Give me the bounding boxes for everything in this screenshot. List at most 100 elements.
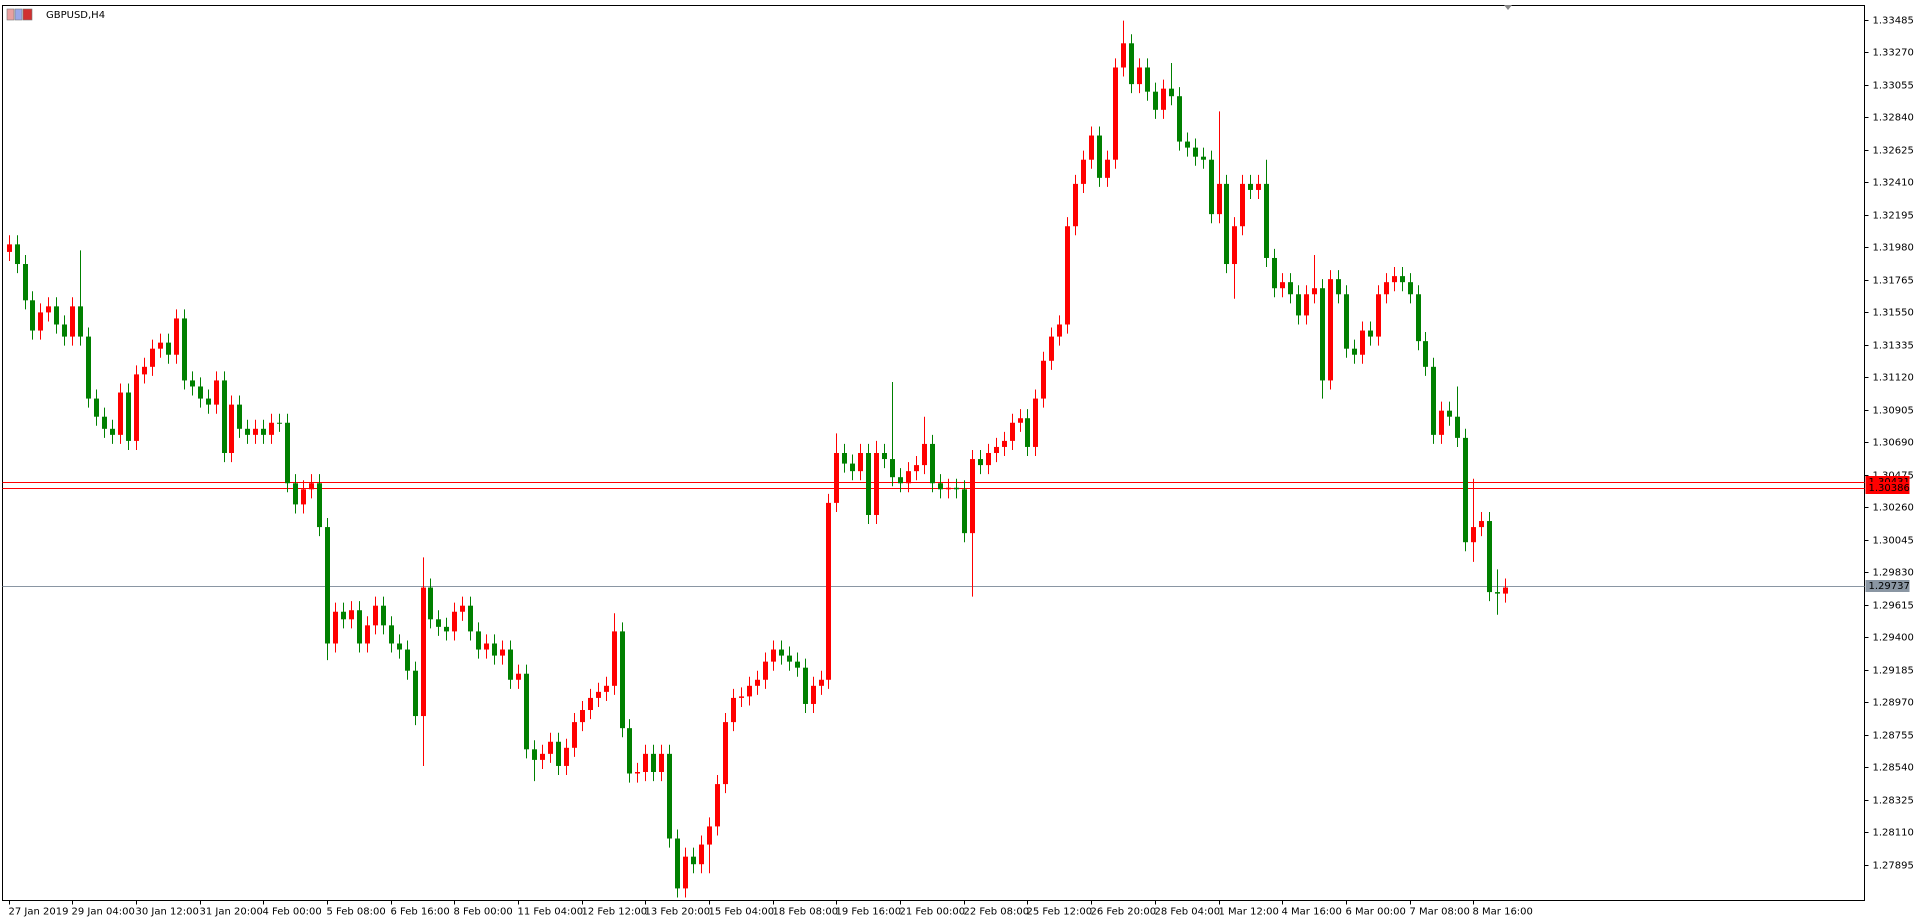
candle-body — [779, 649, 784, 656]
candle-body — [1248, 183, 1253, 190]
y-tick-label: 1.28325 — [1873, 796, 1914, 807]
candle-body — [795, 661, 800, 668]
x-tick-label: 27 Jan 2019 — [9, 907, 69, 918]
candle-body — [1177, 96, 1182, 142]
x-tick-label: 8 Mar 16:00 — [1473, 907, 1533, 918]
candle-body — [293, 483, 298, 505]
candle-body — [755, 679, 760, 686]
symbol-icon — [6, 8, 33, 21]
candle-body — [277, 422, 282, 424]
candle-body — [1185, 141, 1190, 148]
candle-body — [253, 428, 258, 435]
candle-body — [1073, 183, 1078, 227]
candle-body — [341, 611, 346, 620]
candle-body — [1049, 336, 1054, 361]
candle-body — [731, 697, 736, 723]
candle-body — [874, 453, 879, 515]
x-tick-label: 12 Feb 12:00 — [582, 907, 648, 918]
candle-body — [15, 244, 20, 265]
candle-body — [421, 587, 426, 717]
candle-body — [612, 631, 617, 686]
x-tick-label: 6 Mar 00:00 — [1346, 907, 1406, 918]
x-tick-label: 7 Mar 08:00 — [1410, 907, 1470, 918]
candle-body — [309, 483, 314, 490]
x-tick-label: 30 Jan 12:00 — [136, 907, 199, 918]
candle-body — [532, 749, 537, 760]
candle-body — [1368, 330, 1373, 337]
candle-body — [261, 428, 266, 435]
candle-body — [747, 685, 752, 697]
price-label: 1.29737 — [1869, 581, 1910, 592]
candle-body — [914, 465, 919, 472]
candle-body — [978, 459, 983, 466]
candle-body — [691, 856, 696, 865]
candle-body — [245, 428, 250, 435]
candle-body — [643, 753, 648, 772]
candle-body — [1025, 418, 1030, 447]
candle-body — [198, 386, 203, 399]
candle-body — [1145, 67, 1150, 92]
candle-body — [1336, 279, 1341, 295]
candle-body — [516, 673, 521, 680]
y-tick-label: 1.32625 — [1873, 146, 1914, 157]
candle-body — [1360, 330, 1365, 355]
candle-body — [1169, 88, 1174, 97]
candle-body — [365, 625, 370, 644]
x-tick-label: 19 Feb 16:00 — [836, 907, 902, 918]
candle-body — [190, 380, 195, 387]
candle-body — [357, 610, 362, 644]
candle-body — [1272, 257, 1277, 289]
candle-body — [540, 753, 545, 760]
y-tick-label: 1.32840 — [1873, 113, 1914, 124]
candle-body — [452, 611, 457, 632]
candle-body — [763, 661, 768, 680]
candle-body — [182, 318, 187, 381]
candle-body — [556, 741, 561, 766]
candle-body — [811, 685, 816, 704]
plot-frame — [2, 5, 1865, 901]
candle-body — [126, 392, 131, 441]
candle-body — [890, 459, 895, 478]
candle-body — [222, 380, 227, 453]
candle-body — [1240, 183, 1245, 227]
candle-body — [906, 471, 911, 484]
candle-body — [1384, 282, 1389, 295]
candle-body — [436, 619, 441, 627]
candle-body — [1280, 282, 1285, 289]
candle-body — [23, 264, 28, 301]
y-tick-label: 1.29830 — [1873, 568, 1914, 579]
y-tick-label: 1.32195 — [1873, 211, 1914, 222]
candle-body — [1193, 147, 1198, 157]
candle-body — [1439, 410, 1444, 435]
candle-body — [102, 416, 107, 429]
candle-body — [1209, 159, 1214, 215]
candle-body — [86, 336, 91, 399]
candle-body — [1408, 282, 1413, 295]
candle-body — [54, 306, 59, 325]
candle-body — [46, 306, 51, 313]
candle-body — [317, 483, 322, 528]
candle-body — [564, 747, 569, 766]
candle-body — [699, 844, 704, 865]
candle-body — [1400, 276, 1405, 283]
candle-body — [707, 826, 712, 845]
candle-body — [580, 710, 585, 723]
candle-body — [1010, 422, 1015, 441]
candle-body — [78, 306, 83, 337]
candle-body — [739, 696, 744, 698]
candle-body — [787, 655, 792, 662]
x-tick-label: 5 Feb 08:00 — [327, 907, 386, 918]
candle-body — [1304, 294, 1309, 316]
candle-body — [62, 324, 67, 337]
candle-body — [405, 649, 410, 671]
candle-body — [1503, 587, 1508, 594]
x-tick-label: 26 Feb 20:00 — [1091, 907, 1157, 918]
x-tick-label: 25 Feb 12:00 — [1027, 907, 1093, 918]
candle-body — [1121, 43, 1126, 68]
chart-title: GBPUSD,H4 — [46, 10, 105, 21]
candle-body — [834, 453, 839, 503]
candle-body — [858, 453, 863, 472]
candle-body — [667, 753, 672, 839]
